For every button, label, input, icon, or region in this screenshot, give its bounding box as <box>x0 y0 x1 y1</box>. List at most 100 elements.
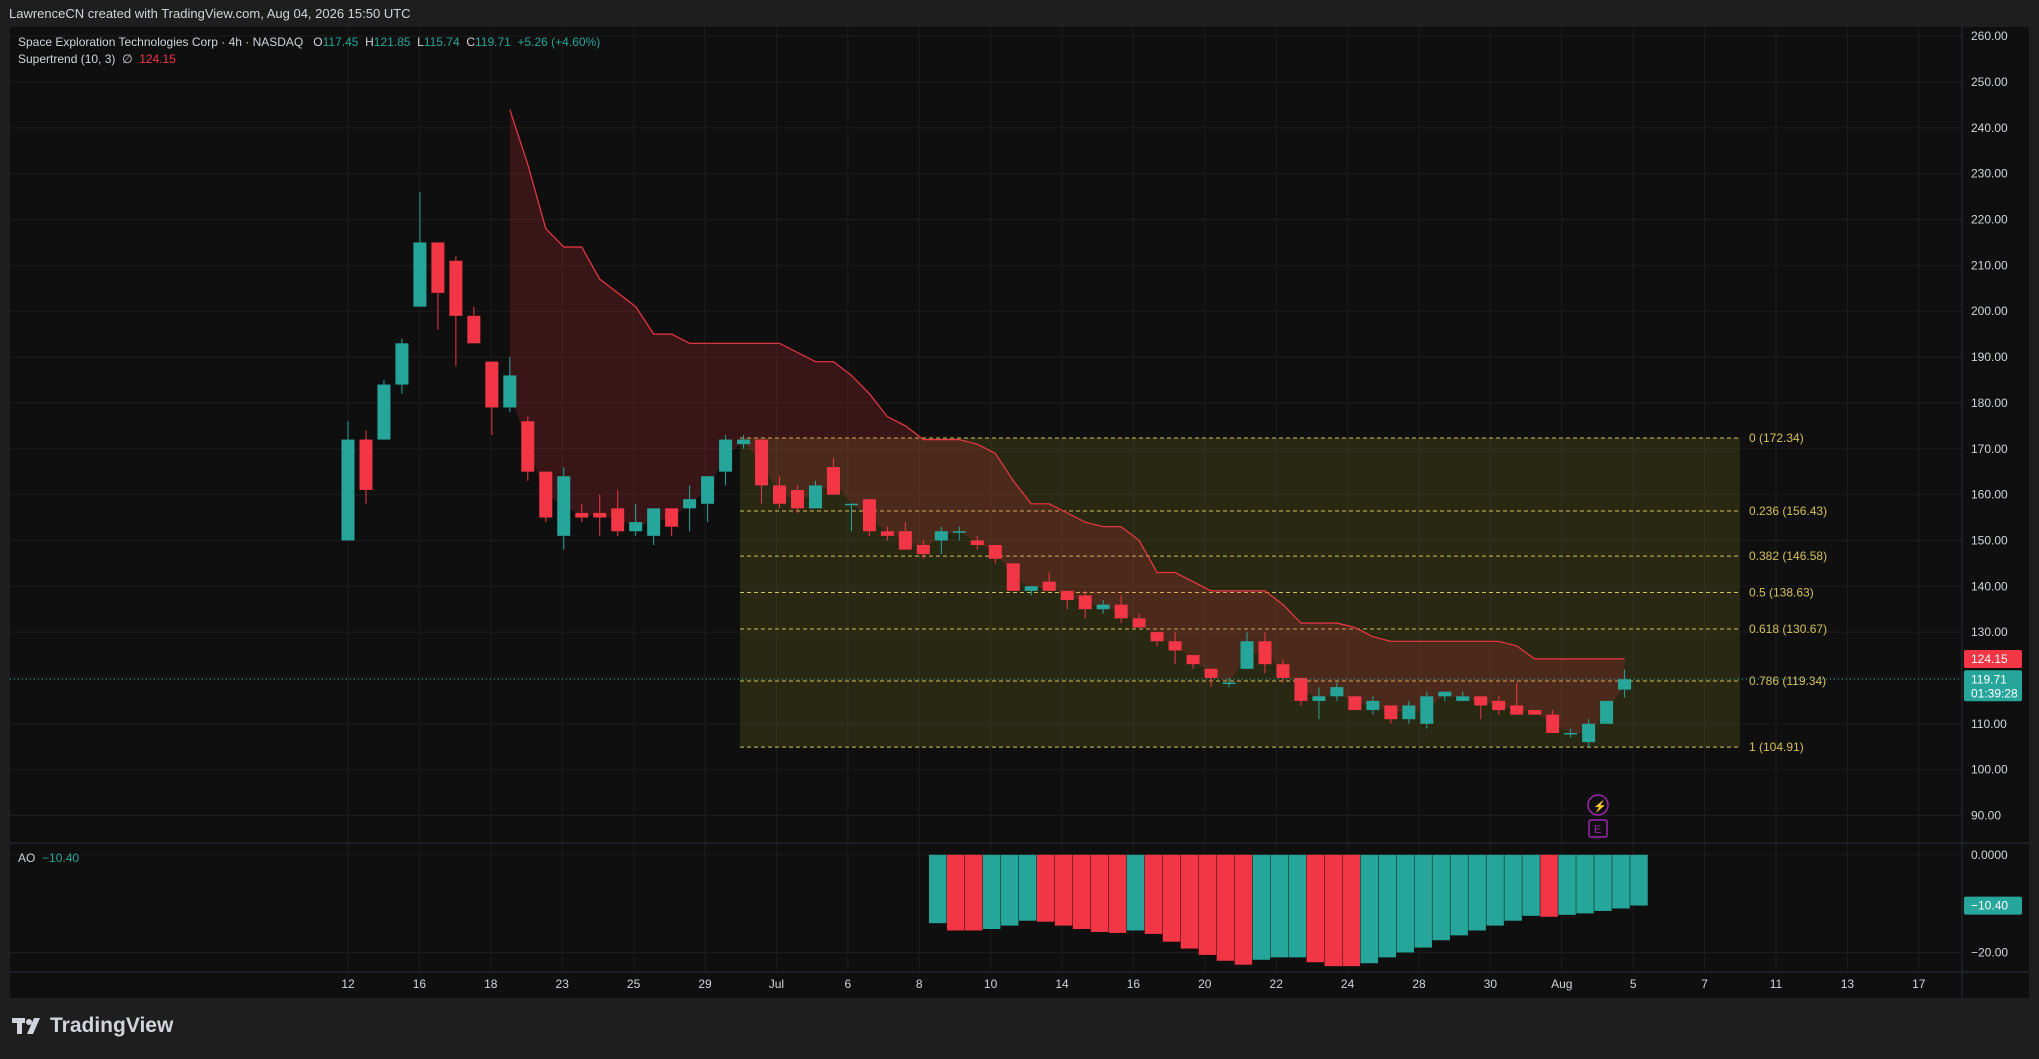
candle-body[interactable] <box>593 512 607 518</box>
ao-bar <box>1576 854 1594 914</box>
time-tick-label: 14 <box>1055 977 1069 991</box>
close-label: C <box>466 35 475 49</box>
tradingview-logo[interactable]: TradingView <box>12 1014 173 1038</box>
earnings-event-icon[interactable] <box>1588 819 1608 838</box>
time-tick-label: 25 <box>627 977 641 991</box>
candle-body[interactable] <box>844 503 858 506</box>
candle-body[interactable] <box>826 467 840 495</box>
ao-bar <box>1288 854 1307 958</box>
candle-body[interactable] <box>1456 696 1470 701</box>
candle-body[interactable] <box>647 508 661 536</box>
time-tick-label: 23 <box>556 977 570 991</box>
open-value: 117.45 <box>322 35 359 49</box>
candle-body[interactable] <box>413 242 427 307</box>
candle-body[interactable] <box>1564 732 1578 735</box>
close-value: 119.71 <box>475 35 511 49</box>
candle-body[interactable] <box>1060 590 1074 601</box>
candle-body[interactable] <box>1312 696 1326 701</box>
candle-body[interactable] <box>1042 581 1056 591</box>
candle-body[interactable] <box>557 476 571 536</box>
candle-body[interactable] <box>755 439 769 486</box>
candle-body[interactable] <box>970 540 984 546</box>
candle-body[interactable] <box>737 439 751 445</box>
candle-body[interactable] <box>1096 604 1110 610</box>
ao-bar <box>1252 854 1271 960</box>
indicator-symbol: ∅ <box>122 52 133 66</box>
candle-body[interactable] <box>1132 618 1146 628</box>
candle-body[interactable] <box>1186 655 1200 665</box>
candle-body[interactable] <box>1006 563 1020 591</box>
candle-body[interactable] <box>1438 691 1452 697</box>
candle-body[interactable] <box>862 499 876 532</box>
candle-body[interactable] <box>916 545 930 555</box>
candle-body[interactable] <box>934 531 948 541</box>
candle-body[interactable] <box>449 260 463 316</box>
candle-body[interactable] <box>1168 641 1182 651</box>
candle-body[interactable] <box>880 531 894 536</box>
dividend-event-icon[interactable] <box>1587 794 1609 816</box>
candle-body[interactable] <box>1204 668 1218 678</box>
ao-value: −10.40 <box>42 851 80 865</box>
candle-body[interactable] <box>719 439 733 472</box>
candle-body[interactable] <box>665 508 679 527</box>
candle-body[interactable] <box>1258 641 1272 665</box>
candle-body[interactable] <box>1510 705 1524 715</box>
candle-body[interactable] <box>701 476 715 504</box>
ao-bar <box>1522 854 1540 916</box>
price-tick-label: 190.00 <box>1971 350 2008 364</box>
candle-body[interactable] <box>485 361 499 408</box>
price-chart[interactable]: 0 (172.34) 0.236 (156.43) 0.382 (146.58) 0.… <box>0 0 2039 998</box>
ao-bar <box>1594 854 1612 911</box>
open-label: O <box>313 35 323 49</box>
candle-body[interactable] <box>395 343 409 385</box>
candle-body[interactable] <box>1114 604 1128 619</box>
candle-body[interactable] <box>377 384 391 440</box>
candle-body[interactable] <box>791 490 804 509</box>
candle-body[interactable] <box>1024 586 1038 591</box>
candle-body[interactable] <box>1222 682 1236 685</box>
candle-body[interactable] <box>1402 705 1416 720</box>
candle-body[interactable] <box>773 485 787 504</box>
fib-level-label: 0.382 (146.58) <box>1749 549 1827 563</box>
candle-body[interactable] <box>1474 696 1488 706</box>
candle-body[interactable] <box>467 315 481 344</box>
candle-body[interactable] <box>1528 710 1542 715</box>
candle-body[interactable] <box>1492 700 1506 711</box>
candle-body[interactable] <box>611 508 625 532</box>
candle-body[interactable] <box>1240 641 1254 669</box>
candle-body[interactable] <box>1078 595 1092 610</box>
candle-body[interactable] <box>1420 696 1434 724</box>
candle-body[interactable] <box>1618 679 1632 690</box>
candle-body[interactable] <box>1582 723 1596 743</box>
candle-body[interactable] <box>1384 705 1398 720</box>
ao-bar <box>1468 854 1486 931</box>
candle-body[interactable] <box>575 512 589 518</box>
candle-body[interactable] <box>1276 664 1290 678</box>
candle-body[interactable] <box>1150 632 1164 642</box>
candle-body[interactable] <box>539 471 553 518</box>
time-tick-label: 13 <box>1841 977 1855 991</box>
candle-body[interactable] <box>1546 714 1560 733</box>
ao-bar <box>1126 854 1145 931</box>
ao-value-tag <box>1964 896 2022 915</box>
candle-body[interactable] <box>988 545 1002 559</box>
candle-body[interactable] <box>952 531 966 533</box>
ao-bar <box>1036 854 1055 922</box>
candle-body[interactable] <box>683 499 697 509</box>
ao-bar <box>1144 854 1163 934</box>
candle-body[interactable] <box>808 485 822 509</box>
candle-body[interactable] <box>629 522 643 532</box>
candle-body[interactable] <box>431 242 445 293</box>
candle-body[interactable] <box>341 439 355 541</box>
candle-body[interactable] <box>1348 696 1362 711</box>
candle-body[interactable] <box>503 375 517 408</box>
candle-body[interactable] <box>1366 700 1380 711</box>
candle-body[interactable] <box>359 439 373 491</box>
candle-body[interactable] <box>1330 687 1344 697</box>
ohlc-row: Space Exploration Technologies Corp · 4h… <box>18 34 600 51</box>
candle-body[interactable] <box>1294 677 1308 701</box>
candle-body[interactable] <box>521 421 535 472</box>
candle-body[interactable] <box>1600 700 1614 724</box>
candle-body[interactable] <box>898 531 912 550</box>
ao-bar <box>929 854 947 924</box>
